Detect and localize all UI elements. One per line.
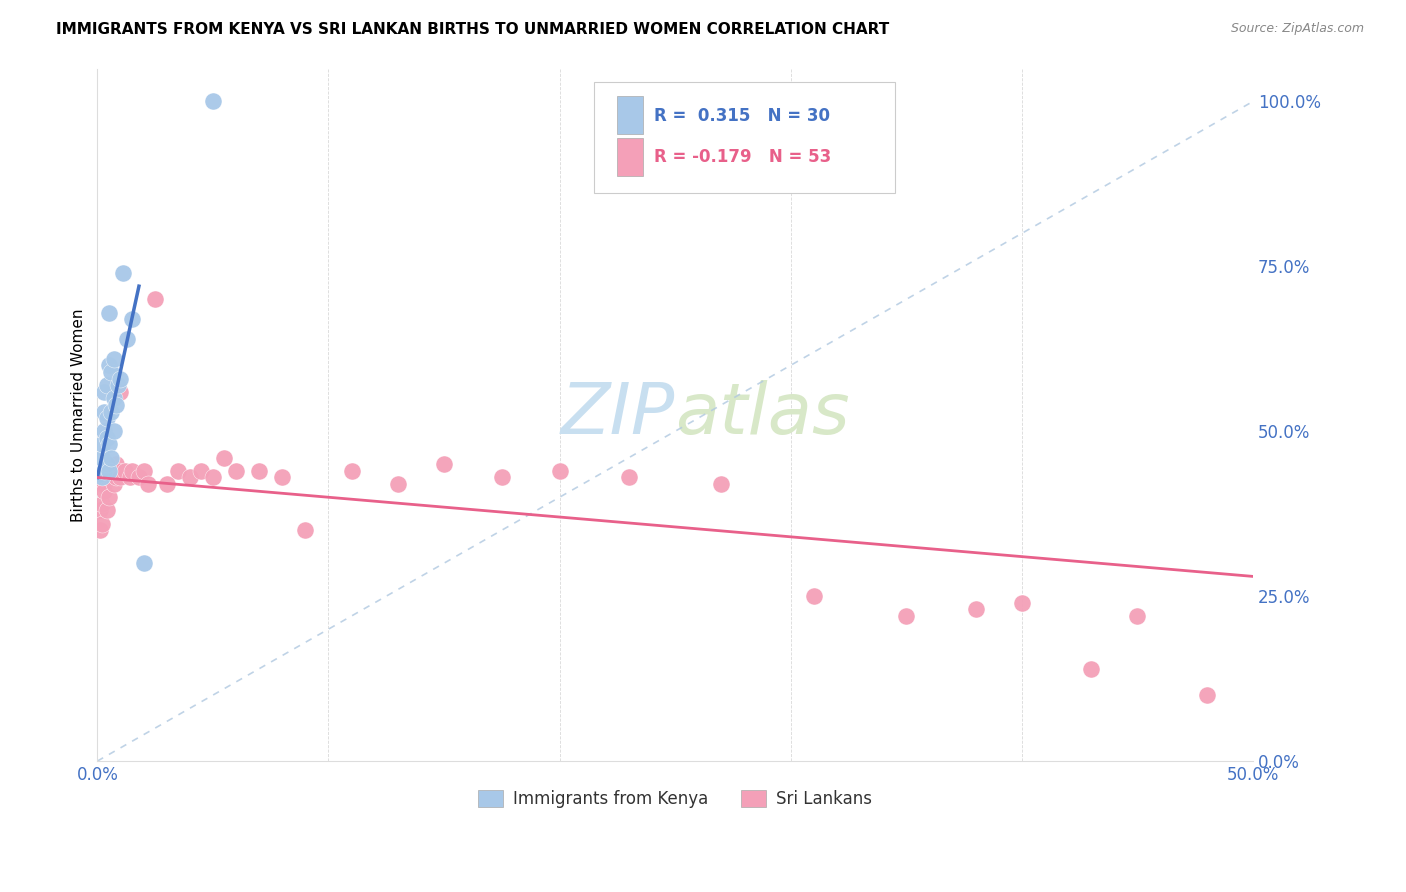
- Point: [96, 431, 118, 445]
- Point: [91, 477, 114, 491]
- Point: [91, 470, 114, 484]
- Point: [104, 457, 127, 471]
- FancyBboxPatch shape: [595, 82, 894, 194]
- Point: [91, 437, 114, 451]
- Point: [201, 470, 224, 484]
- Point: [103, 351, 125, 366]
- Text: atlas: atlas: [675, 380, 849, 450]
- Point: [710, 477, 733, 491]
- Point: [803, 589, 825, 603]
- Point: [387, 477, 409, 491]
- Text: ZIP: ZIP: [561, 380, 675, 450]
- Point: [100, 470, 122, 484]
- Point: [225, 464, 247, 478]
- Point: [110, 371, 132, 385]
- FancyBboxPatch shape: [617, 137, 643, 176]
- Point: [96, 378, 118, 392]
- Point: [110, 384, 132, 399]
- Point: [491, 470, 513, 484]
- Point: [93, 384, 115, 399]
- Point: [93, 464, 115, 478]
- Point: [121, 464, 143, 478]
- Text: R =  0.315   N = 30: R = 0.315 N = 30: [654, 107, 831, 125]
- Point: [117, 332, 139, 346]
- Point: [96, 503, 118, 517]
- Point: [111, 266, 134, 280]
- Point: [97, 437, 120, 451]
- Point: [548, 464, 571, 478]
- Point: [97, 464, 120, 478]
- Point: [896, 609, 918, 624]
- Point: [271, 470, 294, 484]
- Point: [97, 305, 120, 319]
- Text: Source: ZipAtlas.com: Source: ZipAtlas.com: [1230, 22, 1364, 36]
- Point: [118, 470, 141, 484]
- Point: [136, 477, 159, 491]
- Point: [93, 477, 115, 491]
- FancyBboxPatch shape: [617, 96, 643, 135]
- Point: [121, 312, 143, 326]
- Point: [107, 464, 129, 478]
- Point: [965, 602, 987, 616]
- Text: R = -0.179   N = 53: R = -0.179 N = 53: [654, 148, 831, 166]
- Legend: Immigrants from Kenya, Sri Lankans: Immigrants from Kenya, Sri Lankans: [471, 783, 879, 815]
- Point: [97, 464, 120, 478]
- Point: [1080, 662, 1102, 676]
- Point: [89, 467, 111, 482]
- Point: [247, 464, 270, 478]
- Point: [104, 398, 127, 412]
- Point: [340, 464, 363, 478]
- Point: [91, 516, 114, 531]
- Point: [93, 404, 115, 418]
- Point: [103, 477, 125, 491]
- Point: [214, 450, 236, 465]
- Point: [156, 477, 179, 491]
- Point: [110, 470, 132, 484]
- Point: [97, 359, 120, 373]
- Point: [100, 404, 122, 418]
- Point: [143, 293, 166, 307]
- Point: [617, 470, 640, 484]
- Point: [93, 483, 115, 498]
- Point: [103, 464, 125, 478]
- Point: [100, 464, 122, 478]
- Point: [201, 95, 224, 109]
- Point: [96, 457, 118, 471]
- Point: [294, 523, 316, 537]
- Point: [114, 464, 136, 478]
- Point: [103, 425, 125, 439]
- Point: [132, 464, 155, 478]
- Point: [91, 497, 114, 511]
- Point: [104, 470, 127, 484]
- Point: [89, 503, 111, 517]
- Point: [107, 378, 129, 392]
- Point: [132, 556, 155, 570]
- Point: [91, 450, 114, 465]
- Point: [128, 470, 150, 484]
- Point: [89, 523, 111, 537]
- Point: [97, 490, 120, 504]
- Point: [96, 411, 118, 425]
- Point: [179, 470, 201, 484]
- Point: [433, 457, 456, 471]
- Point: [1126, 609, 1149, 624]
- Point: [1195, 688, 1218, 702]
- Point: [190, 464, 212, 478]
- Point: [100, 450, 122, 465]
- Point: [167, 464, 190, 478]
- Point: [96, 470, 118, 484]
- Point: [97, 470, 120, 484]
- Point: [93, 464, 115, 478]
- Point: [100, 365, 122, 379]
- Point: [93, 425, 115, 439]
- Point: [103, 392, 125, 406]
- Y-axis label: Births to Unmarried Women: Births to Unmarried Women: [72, 308, 86, 522]
- Text: IMMIGRANTS FROM KENYA VS SRI LANKAN BIRTHS TO UNMARRIED WOMEN CORRELATION CHART: IMMIGRANTS FROM KENYA VS SRI LANKAN BIRT…: [56, 22, 890, 37]
- Point: [1011, 596, 1033, 610]
